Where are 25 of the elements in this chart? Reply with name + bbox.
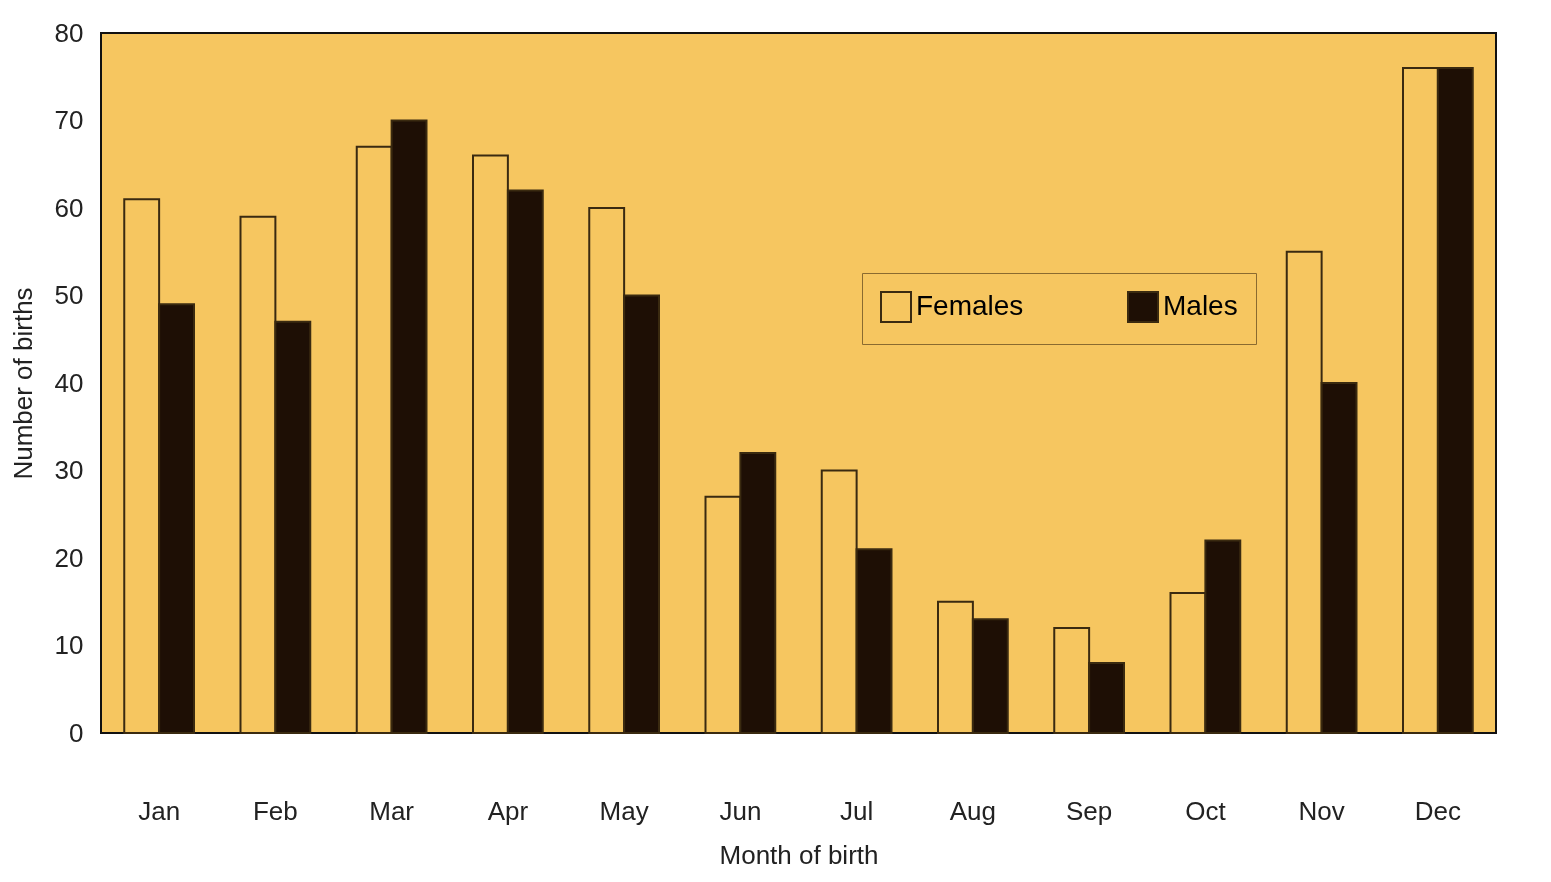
x-tick-label: Jul (840, 795, 874, 826)
y-tick-label: 80 (54, 17, 84, 48)
legend-label: Males (1163, 290, 1238, 321)
x-tick-label: Feb (252, 795, 298, 826)
x-tick-label: Aug (949, 795, 997, 826)
y-tick-label: 0 (69, 717, 84, 748)
legend-label: Females (916, 290, 1024, 321)
x-tick-label: Mar (369, 795, 415, 826)
y-tick-label: 60 (54, 192, 84, 223)
y-tick-label: 10 (54, 630, 84, 660)
x-tick-label: May (599, 795, 649, 826)
x-tick-label: Dec (1414, 795, 1461, 826)
y-axis-title: Number of births (7, 287, 38, 480)
x-tick-label: Apr (487, 795, 529, 826)
x-tick-label: Sep (1065, 795, 1113, 826)
x-axis-title: Month of birth (719, 839, 879, 870)
y-tick-label: 40 (54, 367, 84, 398)
y-tick-label: 50 (54, 280, 84, 310)
x-tick-label: Jun (719, 795, 762, 826)
x-tick-label: Nov (1298, 795, 1345, 826)
y-tick-label: 70 (54, 105, 84, 135)
x-tick-label: Oct (1185, 795, 1227, 826)
y-tick-label: 20 (54, 542, 84, 573)
x-tick-label: Jan (138, 795, 181, 826)
y-tick-label: 30 (54, 455, 84, 485)
